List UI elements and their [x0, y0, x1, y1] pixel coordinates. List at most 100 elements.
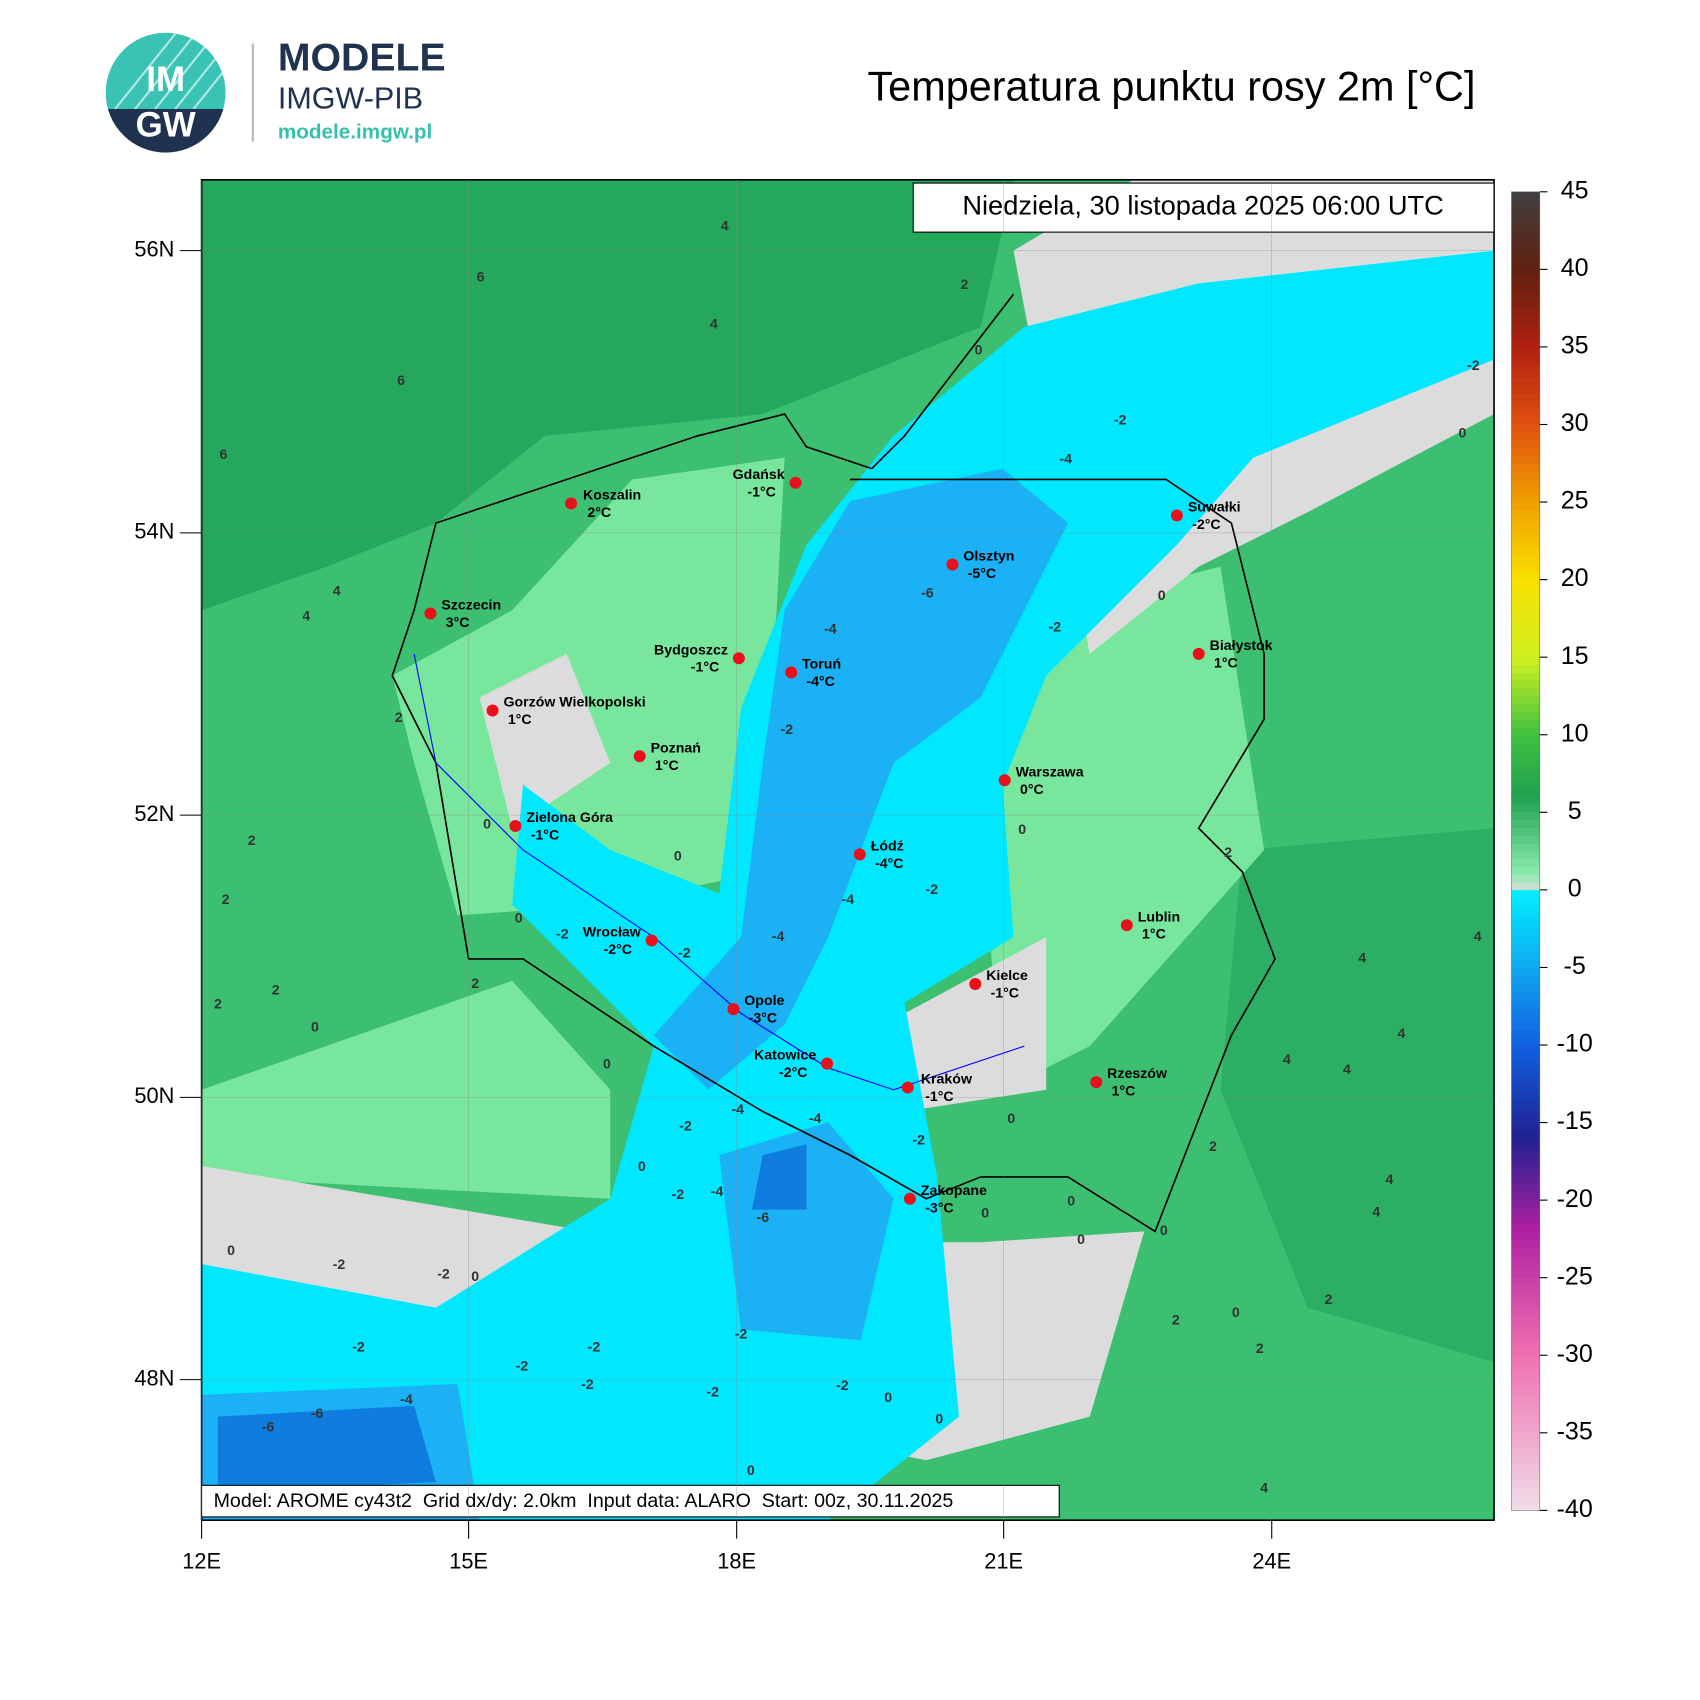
contour-label: 0 [1458, 425, 1466, 441]
contour-label: -4 [731, 1102, 744, 1118]
city-name: Toruń [802, 656, 841, 672]
colorbar-band [1511, 610, 1540, 619]
contour-label: -4 [824, 622, 837, 638]
colorbar-band [1511, 207, 1540, 216]
colorbar-band [1511, 548, 1540, 557]
city-temp: 1°C [655, 758, 679, 774]
city-dot [424, 607, 437, 620]
contour-label: 4 [710, 316, 718, 332]
colorbar-frame [1511, 191, 1541, 1511]
colorbar-band [1511, 1114, 1540, 1123]
colorbar-band [1511, 1409, 1540, 1418]
colorbar-label: -35 [1557, 1417, 1593, 1445]
colorbar-band [1511, 680, 1540, 689]
colorbar-band [1511, 913, 1540, 922]
colorbar-band [1511, 1293, 1540, 1302]
colorbar-label: -10 [1557, 1030, 1593, 1058]
colorbar-band [1511, 1448, 1540, 1457]
colorbar-band [1511, 765, 1540, 774]
city-name: Bydgoszcz [654, 642, 728, 658]
contour-label: 6 [477, 270, 485, 286]
city-name: Koszalin [583, 488, 641, 504]
city-name: Suwałki [1188, 500, 1241, 516]
colorbar-band [1511, 1285, 1540, 1294]
colorbar-label: 20 [1561, 564, 1589, 592]
colorbar-band [1511, 719, 1540, 728]
contour-label: 2 [1172, 1313, 1180, 1329]
colorbar-band [1511, 827, 1540, 836]
contour-label: 0 [1077, 1232, 1085, 1248]
colorbar-band [1511, 1339, 1540, 1348]
colorbar-band [1511, 1200, 1540, 1209]
city-temp: 2°C [587, 505, 611, 521]
city-name: Opole [744, 993, 784, 1009]
url: modele.imgw.pl [278, 120, 432, 143]
contour-label: -2 [556, 927, 569, 943]
org: IMGW-PIB [278, 81, 423, 115]
colorbar-band [1511, 664, 1540, 674]
colorbar-band [1511, 540, 1540, 549]
contour-label: -4 [772, 929, 785, 945]
colorbar-band [1511, 595, 1540, 604]
colorbar-band [1511, 835, 1540, 844]
colorbar-band [1511, 533, 1540, 542]
colorbar-band [1511, 323, 1540, 332]
contour-label: -4 [809, 1111, 822, 1127]
footer: Model: AROME cy43t2 Grid dx/dy: 2.0km In… [214, 1490, 954, 1512]
colorbar-band [1511, 1091, 1540, 1100]
contour-label: -2 [1467, 358, 1480, 374]
contour-label: 4 [302, 609, 310, 625]
colorbar-band [1511, 277, 1540, 286]
colorbar-band [1511, 633, 1540, 642]
colorbar-band [1511, 346, 1540, 356]
colorbar-label: 10 [1561, 719, 1589, 747]
colorbar-band [1511, 1068, 1540, 1077]
colorbar-band [1511, 238, 1540, 247]
colorbar-band [1511, 734, 1540, 743]
colorbar-band [1511, 773, 1540, 782]
colorbar-band [1511, 1238, 1540, 1247]
colorbar-band [1511, 1324, 1540, 1333]
colorbar-band [1511, 944, 1540, 953]
colorbar-band [1511, 284, 1540, 293]
colorbar-band [1511, 1231, 1540, 1240]
colorbar-label: 45 [1561, 176, 1589, 204]
city-dot [946, 558, 959, 571]
date-label: Niedziela, 30 listopada 2025 06:00 UTC [962, 189, 1443, 220]
colorbar-band [1511, 967, 1540, 976]
colorbar-band [1511, 571, 1540, 580]
colorbar-band [1511, 936, 1540, 945]
city-dot [969, 978, 982, 991]
colorbar-band [1511, 618, 1540, 627]
colorbar-band [1511, 509, 1540, 518]
colorbar-band [1511, 1471, 1540, 1480]
contour-label: 0 [975, 343, 983, 359]
colorbar-band [1511, 649, 1540, 658]
city-temp: -2°C [1192, 517, 1220, 533]
city-name: Szczecin [441, 598, 501, 614]
colorbar-band [1511, 688, 1540, 697]
colorbar-band [1511, 432, 1540, 441]
lon-label: 24E [1252, 1548, 1291, 1573]
contour-label: -2 [581, 1377, 594, 1393]
colorbar-band [1511, 525, 1540, 534]
colorbar-band [1511, 339, 1540, 348]
colorbar-band [1511, 804, 1540, 813]
colorbar-band [1511, 843, 1540, 852]
city-name: Zakopane [921, 1183, 987, 1199]
contour-label: 0 [483, 817, 491, 833]
colorbar-band [1511, 1153, 1540, 1162]
city-temp: 1°C [1214, 655, 1238, 671]
colorbar-band [1511, 1076, 1540, 1085]
colorbar-band [1511, 1316, 1540, 1325]
colorbar-band [1511, 199, 1540, 208]
contour-label: -2 [735, 1327, 748, 1343]
colorbar-band [1511, 1502, 1540, 1511]
city-name: Lublin [1138, 909, 1180, 925]
colorbar-band [1511, 579, 1540, 588]
city-name: Warszawa [1016, 764, 1084, 780]
colorbar-label: 40 [1561, 254, 1589, 282]
colorbar-label: 0 [1568, 874, 1582, 902]
contour-label: -4 [1059, 452, 1072, 468]
colorbar-label: -5 [1564, 952, 1586, 980]
